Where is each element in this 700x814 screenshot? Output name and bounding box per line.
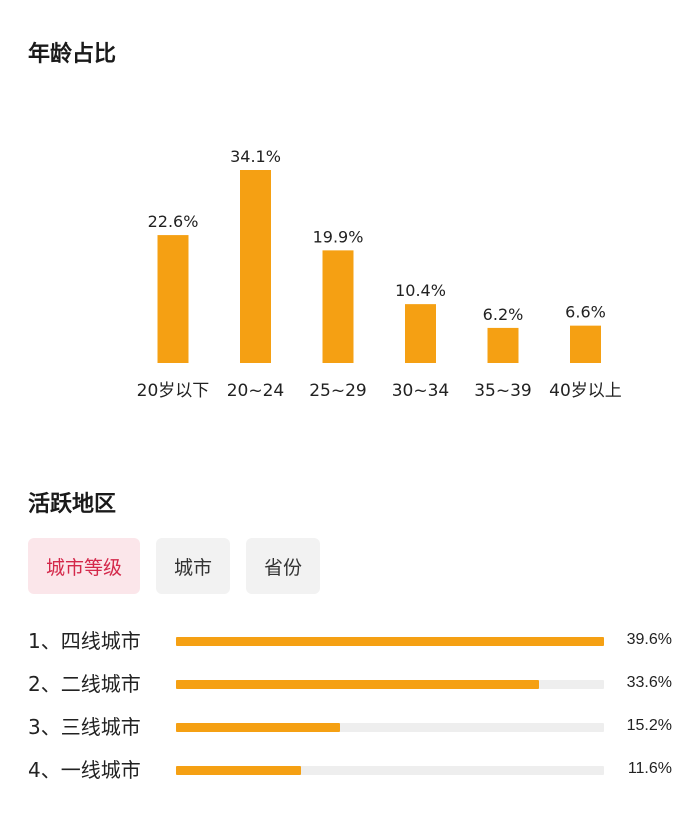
progress-track [176, 679, 604, 689]
rank-label: 4、一线城市 [28, 758, 141, 782]
data-label-5: 6.6% [565, 303, 606, 322]
list-item: 1、四线城市 39.6% [28, 618, 678, 661]
tab-city[interactable]: 城市 [156, 538, 231, 594]
rank-value: 33.6% [626, 673, 672, 691]
age-section-title: 年龄占比 [28, 42, 117, 67]
list-item: 4、一线城市 11.6% [28, 747, 678, 790]
rank-label: 1、四线城市 [28, 629, 141, 653]
rank-value: 15.2% [626, 716, 672, 734]
rank-label: 3、三线城市 [28, 715, 141, 739]
bar-4 [487, 327, 519, 363]
bar-2 [322, 250, 354, 363]
bar-0 [157, 235, 189, 363]
progress-fill [176, 765, 302, 775]
rank-value: 39.6% [626, 630, 672, 648]
rank-label: 2、二线城市 [28, 672, 141, 696]
bar-1 [240, 170, 271, 363]
tick-label-2: 25~29 [309, 381, 367, 401]
tick-label-3: 30~34 [392, 381, 450, 401]
data-label-4: 6.2% [483, 305, 524, 324]
rank-value: 11.6% [627, 759, 672, 777]
data-label-3: 10.4% [395, 281, 446, 300]
tick-label-5: 40岁以上 [549, 381, 622, 401]
bar-5 [570, 325, 601, 363]
progress-fill [176, 722, 341, 732]
region-section-title: 活跃地区 [28, 492, 117, 517]
data-label-0: 22.6% [148, 212, 199, 231]
list-item: 3、三线城市 15.2% [28, 704, 678, 747]
progress-track [176, 636, 604, 646]
region-tabs: 城市等级 城市 省份 [28, 538, 321, 594]
bar-3 [405, 304, 436, 363]
tick-label-1: 20~24 [227, 381, 285, 401]
tab-city-level[interactable]: 城市等级 [28, 538, 141, 594]
tick-label-4: 35~39 [474, 381, 532, 401]
region-rank-list: 1、四线城市 39.6% 2、二线城市 33.6% 3、三线城市 15.2% 4… [28, 618, 678, 790]
progress-fill [176, 679, 540, 689]
progress-track [176, 722, 604, 732]
age-bar-chart: 22.6% 20岁以下 34.1% 20~24 19.9% 25~29 10.4% 30~34… [137, 147, 622, 401]
tick-label-0: 20岁以下 [137, 381, 210, 401]
progress-track [176, 765, 604, 775]
tab-province[interactable]: 省份 [246, 538, 321, 594]
data-label-1: 34.1% [230, 147, 281, 166]
progress-fill [176, 636, 604, 646]
list-item: 2、二线城市 33.6% [28, 661, 678, 704]
data-label-2: 19.9% [313, 227, 364, 246]
